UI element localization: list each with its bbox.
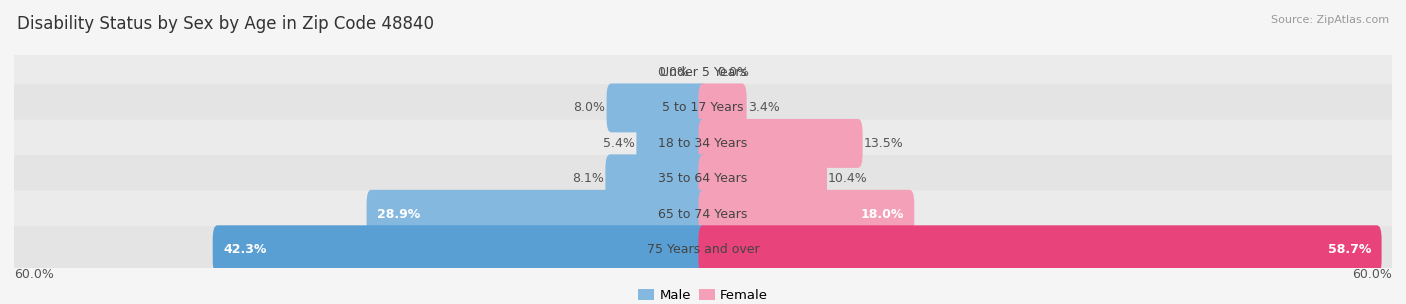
FancyBboxPatch shape xyxy=(212,225,707,274)
Text: 8.1%: 8.1% xyxy=(572,172,605,185)
Text: 60.0%: 60.0% xyxy=(14,268,53,281)
FancyBboxPatch shape xyxy=(606,84,707,133)
FancyBboxPatch shape xyxy=(11,155,1395,203)
Text: 18 to 34 Years: 18 to 34 Years xyxy=(658,137,748,150)
FancyBboxPatch shape xyxy=(699,119,863,168)
Text: 35 to 64 Years: 35 to 64 Years xyxy=(658,172,748,185)
FancyBboxPatch shape xyxy=(699,225,1382,274)
Text: 0.0%: 0.0% xyxy=(657,66,689,79)
Text: Disability Status by Sex by Age in Zip Code 48840: Disability Status by Sex by Age in Zip C… xyxy=(17,15,434,33)
Text: 18.0%: 18.0% xyxy=(860,208,904,221)
Text: 75 Years and over: 75 Years and over xyxy=(647,243,759,256)
Text: 65 to 74 Years: 65 to 74 Years xyxy=(658,208,748,221)
Legend: Male, Female: Male, Female xyxy=(633,284,773,304)
FancyBboxPatch shape xyxy=(11,120,1395,167)
Text: 28.9%: 28.9% xyxy=(377,208,420,221)
Text: 5.4%: 5.4% xyxy=(603,137,636,150)
Text: Source: ZipAtlas.com: Source: ZipAtlas.com xyxy=(1271,15,1389,25)
FancyBboxPatch shape xyxy=(11,49,1395,96)
Text: 8.0%: 8.0% xyxy=(574,102,606,114)
FancyBboxPatch shape xyxy=(11,191,1395,238)
FancyBboxPatch shape xyxy=(699,84,747,133)
FancyBboxPatch shape xyxy=(606,154,707,203)
Text: 60.0%: 60.0% xyxy=(1353,268,1392,281)
Text: Under 5 Years: Under 5 Years xyxy=(659,66,747,79)
Text: 5 to 17 Years: 5 to 17 Years xyxy=(662,102,744,114)
FancyBboxPatch shape xyxy=(699,154,827,203)
Text: 0.0%: 0.0% xyxy=(717,66,749,79)
FancyBboxPatch shape xyxy=(637,119,707,168)
FancyBboxPatch shape xyxy=(11,84,1395,132)
Text: 42.3%: 42.3% xyxy=(224,243,266,256)
Text: 3.4%: 3.4% xyxy=(748,102,779,114)
FancyBboxPatch shape xyxy=(699,190,914,239)
Text: 13.5%: 13.5% xyxy=(863,137,904,150)
Text: 58.7%: 58.7% xyxy=(1327,243,1371,256)
FancyBboxPatch shape xyxy=(11,226,1395,274)
Text: 10.4%: 10.4% xyxy=(828,172,868,185)
FancyBboxPatch shape xyxy=(367,190,707,239)
